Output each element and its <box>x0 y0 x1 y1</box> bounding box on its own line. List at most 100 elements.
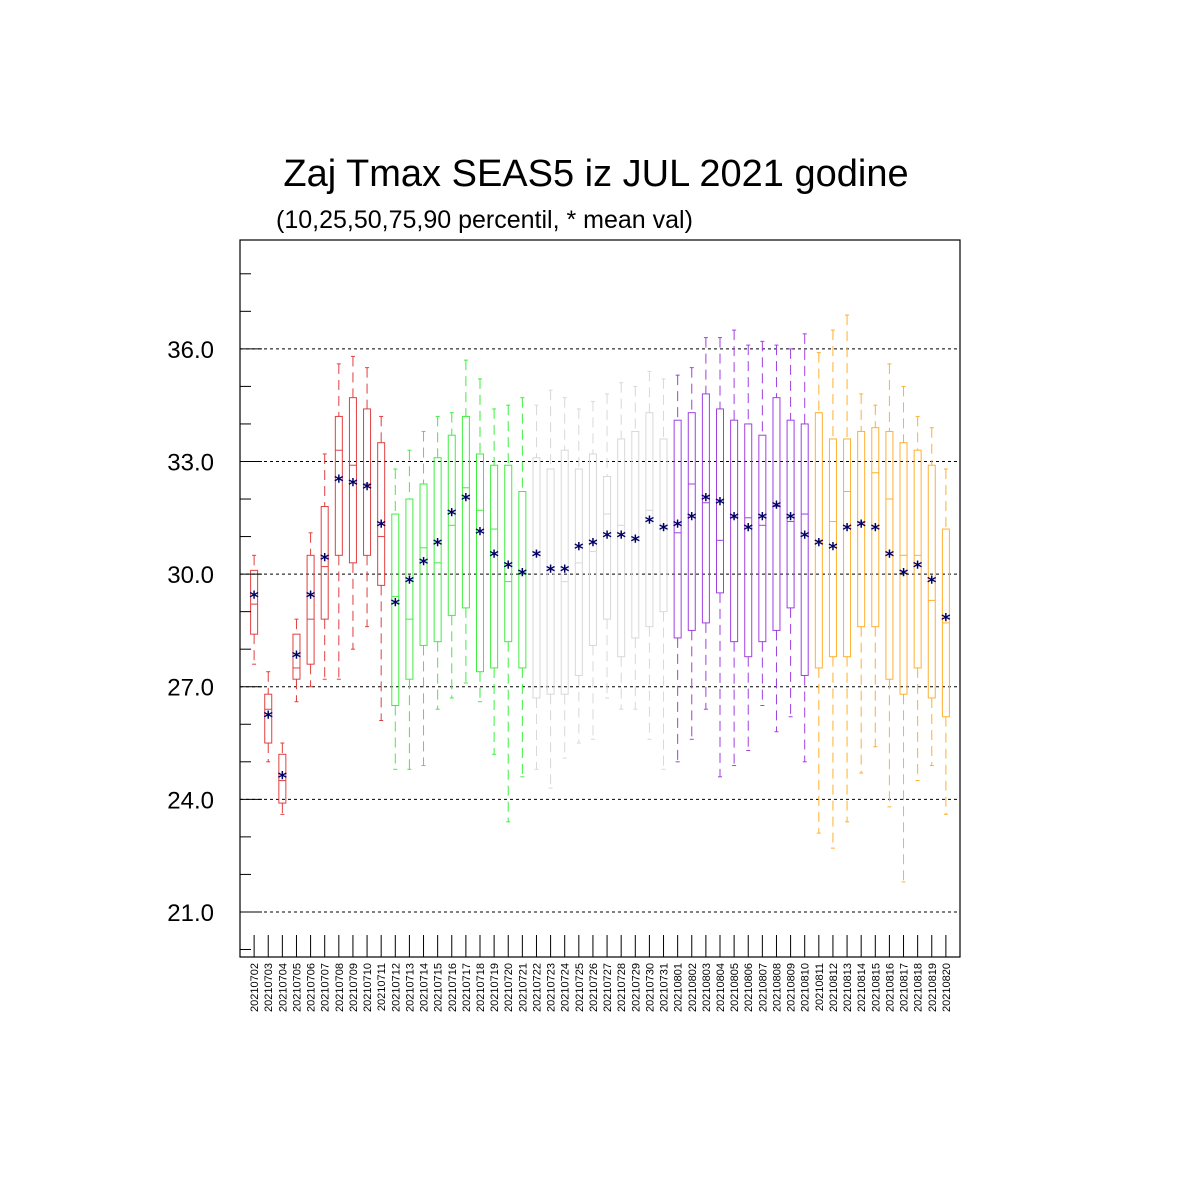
box-20210816 <box>885 363 894 808</box>
box-iqr <box>377 442 386 586</box>
plot-frame <box>239 239 961 958</box>
box-20210817 <box>899 385 908 883</box>
box-20210718 <box>476 378 484 703</box>
box-iqr <box>786 419 795 609</box>
mean-marker: * <box>687 509 697 530</box>
mean-marker: * <box>334 471 344 492</box>
box-iqr <box>744 423 753 658</box>
x-tick-label: 20210811 <box>814 963 826 1011</box>
mean-marker: * <box>292 648 302 669</box>
box-20210813 <box>843 314 852 823</box>
mean-marker: * <box>419 554 429 575</box>
box-20210707 <box>320 453 329 680</box>
box-iqr <box>871 427 880 628</box>
mean-marker: * <box>546 561 556 582</box>
y-tick-label: 30.0 <box>167 562 214 589</box>
x-tick-label: 20210707 <box>320 963 332 1012</box>
box-iqr <box>843 438 852 658</box>
x-tick-label: 20210725 <box>574 963 586 1012</box>
box-iqr <box>363 408 372 556</box>
box-20210716 <box>447 412 456 699</box>
box-20210720 <box>504 404 513 823</box>
mean-marker: * <box>602 528 612 549</box>
mean-marker: * <box>842 520 852 541</box>
x-tick-label: 20210801 <box>673 963 685 1012</box>
box-20210808 <box>772 344 781 733</box>
gridlines <box>240 348 960 913</box>
x-tick-label: 20210812 <box>828 963 840 1012</box>
y-tick-label: 27.0 <box>167 675 214 702</box>
box-iqr <box>588 453 597 646</box>
x-tick-label: 20210716 <box>447 963 459 1012</box>
box-iqr <box>617 438 626 658</box>
box-iqr <box>490 464 499 669</box>
box-iqr <box>334 415 343 556</box>
x-tick-label: 20210722 <box>531 963 543 1012</box>
box-20210709 <box>348 355 357 650</box>
box-iqr <box>461 415 470 609</box>
box-20210714 <box>419 430 428 767</box>
box-20210713 <box>405 449 414 770</box>
box-20210728 <box>617 382 626 710</box>
mean-marker: * <box>941 610 951 631</box>
x-tick-label: 20210817 <box>899 963 911 1012</box>
mean-markers: ******* * *********** *** ** * * * ** * * ** *******… <box>249 471 951 789</box>
box-20210805 <box>730 329 739 767</box>
mean-marker: * <box>701 490 711 511</box>
box-20210712 <box>391 468 400 770</box>
box-iqr <box>546 468 555 695</box>
mean-marker: * <box>518 565 528 586</box>
box-iqr <box>320 506 329 620</box>
box-iqr <box>828 438 837 658</box>
box-20210815 <box>871 404 880 748</box>
x-tick-label: 20210721 <box>517 963 529 1012</box>
x-tick-label: 20210712 <box>390 963 402 1012</box>
x-tick-label: 20210703 <box>263 963 275 1012</box>
mean-marker: * <box>871 520 881 541</box>
box-20210717 <box>461 359 470 684</box>
box-20210803 <box>701 337 710 710</box>
x-tick-label: 20210808 <box>771 963 783 1012</box>
box-20210809 <box>786 348 795 718</box>
y-tick-label: 21.0 <box>167 900 214 927</box>
mean-marker: * <box>560 561 570 582</box>
y-tick-label: 33.0 <box>167 449 214 476</box>
x-tick-label: 20210718 <box>475 963 487 1012</box>
box-iqr <box>885 430 894 680</box>
mean-marker: * <box>856 516 866 537</box>
x-tick-label: 20210805 <box>729 963 741 1012</box>
x-tick-label: 20210731 <box>659 963 671 1012</box>
box-iqr <box>532 457 541 699</box>
box-iqr <box>857 430 866 628</box>
mean-marker: * <box>913 558 923 579</box>
x-tick-label: 20210802 <box>687 963 699 1012</box>
mean-marker: * <box>264 708 274 729</box>
box-iqr <box>504 464 513 643</box>
mean-marker: * <box>574 539 584 560</box>
box-iqr <box>419 483 428 646</box>
box-iqr <box>560 449 569 695</box>
box-iqr <box>913 449 922 669</box>
box-iqr <box>701 393 710 624</box>
box-series <box>250 314 950 883</box>
mean-marker: * <box>306 588 316 609</box>
mean-marker: * <box>899 565 909 586</box>
box-20210724 <box>560 397 569 759</box>
x-tick-label: 20210728 <box>616 963 628 1012</box>
x-tick-label: 20210714 <box>419 963 431 1012</box>
x-tick-labels: 20210702 20210703 20210704 20210705 20210706… <box>249 963 953 1012</box>
mean-marker: * <box>786 509 796 530</box>
x-tick-label: 20210715 <box>433 963 445 1012</box>
mean-marker: * <box>659 520 669 541</box>
x-tick-label: 20210726 <box>588 963 600 1012</box>
box-20210818 <box>913 415 922 782</box>
x-tick-label: 20210809 <box>786 963 798 1012</box>
box-iqr <box>391 513 400 706</box>
mean-marker: * <box>348 475 358 496</box>
box-20210722 <box>532 404 541 770</box>
x-tick-label: 20210820 <box>941 963 953 1012</box>
mean-marker: * <box>631 531 641 552</box>
box-20210711 <box>377 415 386 722</box>
mean-marker: * <box>885 546 895 567</box>
mean-marker: * <box>475 524 485 545</box>
